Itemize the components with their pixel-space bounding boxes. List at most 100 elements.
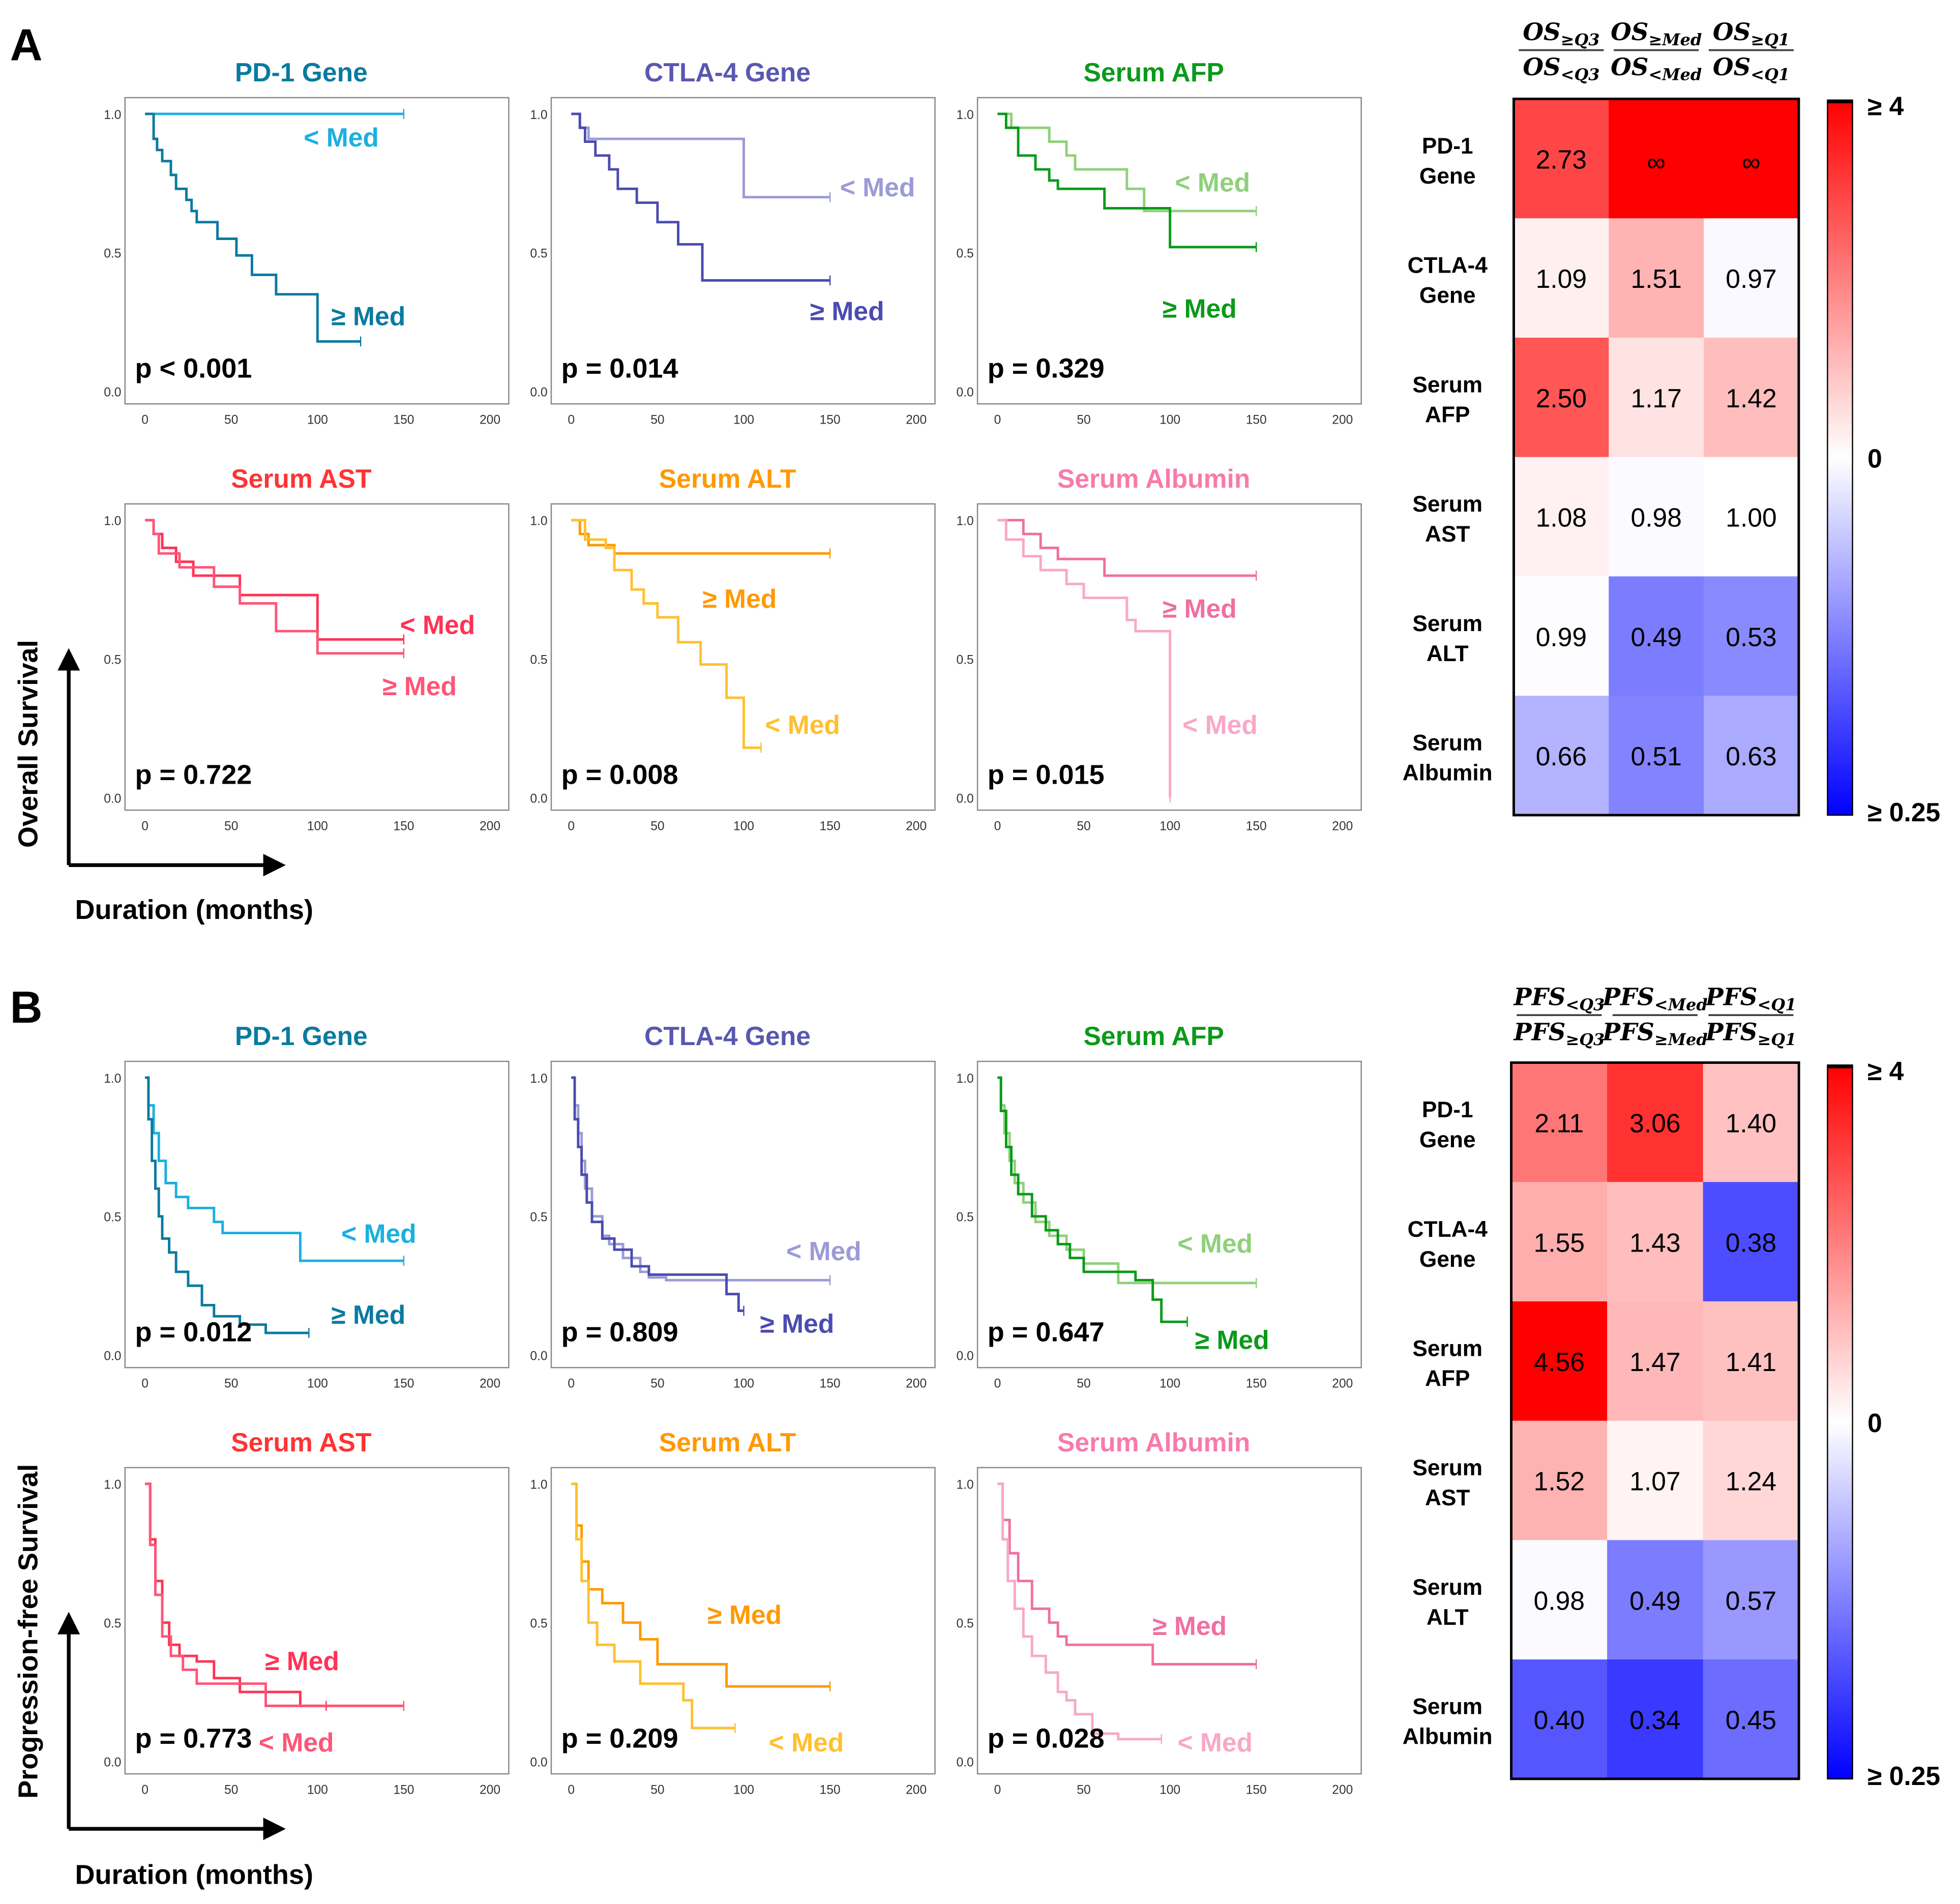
colorbar-mid-label: 0 (1867, 444, 1882, 473)
y-axis-label: Progression-free Survival (13, 1464, 44, 1799)
cell-value: 0.34 (1629, 1705, 1680, 1735)
heatmap-cell (1511, 1301, 1608, 1421)
x-tick-label: 150 (820, 1783, 841, 1797)
header-denominator: PFS≥Med (1601, 1018, 1708, 1049)
header-numerator: PFS<Q3 (1512, 983, 1605, 1014)
series-label: ≥ Med (1163, 294, 1237, 323)
plot-frame (124, 97, 510, 405)
cell-value: 1.24 (1726, 1467, 1776, 1496)
survival-curve (571, 1076, 744, 1312)
row-label-line2: Albumin (1403, 761, 1493, 786)
heatmap-cell (1609, 696, 1705, 816)
y-tick-label: 0.5 (957, 1211, 974, 1225)
x-tick-label: 200 (906, 819, 927, 833)
y-tick-label: 0.0 (957, 792, 974, 806)
x-tick-label: 100 (1160, 1377, 1180, 1391)
heatmap-cell (1607, 1301, 1704, 1421)
heatmap-cell (1513, 218, 1610, 339)
x-tick-label: 50 (1077, 1783, 1090, 1797)
plot-title: CTLA-4 Gene (644, 57, 811, 87)
series-label: ≥ Med (1152, 1611, 1227, 1641)
p-value: p = 0.329 (988, 353, 1105, 384)
cell-value: 4.56 (1534, 1347, 1585, 1377)
header-denominator: PFS≥Q3 (1512, 1018, 1605, 1049)
panel-letter: B (10, 982, 43, 1032)
cell-value: 1.42 (1726, 383, 1776, 413)
x-tick-label: 0 (568, 819, 575, 833)
heatmap-cell (1609, 576, 1705, 697)
survival-curve (571, 1482, 735, 1730)
y-tick-label: 0.5 (104, 1211, 121, 1225)
cell-value: 0.53 (1726, 622, 1776, 651)
x-tick-label: 200 (906, 1783, 927, 1797)
plot-title: Serum AFP (1084, 57, 1224, 87)
row-label-line1: CTLA-4 (1408, 1217, 1488, 1242)
x-tick-label: 100 (733, 819, 754, 833)
cell-value: 0.57 (1726, 1586, 1776, 1615)
row-label-line1: Serum (1412, 1575, 1482, 1600)
heatmap-cell (1704, 218, 1800, 339)
x-tick-label: 0 (141, 413, 149, 427)
row-label-line2: Gene (1419, 1247, 1476, 1272)
x-tick-label: 50 (650, 819, 664, 833)
header-numerator: PFS<Med (1601, 983, 1708, 1014)
x-tick-label: 50 (650, 1377, 664, 1391)
survival-curve (145, 1076, 309, 1334)
heatmap-cell (1511, 1062, 1608, 1183)
header-numerator: OS≥Q3 (1523, 18, 1599, 49)
y-tick-label: 0.5 (104, 653, 121, 667)
colorbar-max-label: ≥ 4 (1867, 1056, 1904, 1086)
x-tick-label: 50 (224, 1783, 238, 1797)
row-label-line2: ALT (1427, 1605, 1469, 1630)
x-tick-label: 200 (1332, 1783, 1353, 1797)
series-label: < Med (840, 172, 915, 202)
plot-title: Serum Albumin (1057, 1427, 1250, 1457)
cell-value: 0.98 (1534, 1586, 1585, 1615)
x-tick-label: 0 (994, 413, 1001, 427)
row-label-line2: Gene (1419, 1127, 1476, 1152)
row-label-line1: PD-1 (1422, 134, 1473, 159)
km-plot-serum-alt: Serum ALT 0 50 100 150 200 0.0 0.5 1.0 ≥ Med < Med… (530, 464, 936, 833)
y-tick-label: 1.0 (957, 1478, 974, 1492)
cell-value: 1.43 (1629, 1228, 1680, 1257)
y-tick-label: 0.0 (104, 1756, 121, 1769)
cell-value: 1.00 (1726, 503, 1776, 532)
y-tick-label: 1.0 (104, 1072, 121, 1086)
km-plot-serum-alt: Serum ALT 0 50 100 150 200 0.0 0.5 1.0 ≥ Med < Med… (530, 1427, 936, 1797)
heatmap-cell (1511, 1182, 1608, 1302)
heatmap-cell (1703, 1540, 1800, 1660)
x-tick-label: 100 (307, 1783, 328, 1797)
heatmap-cell (1511, 1659, 1608, 1780)
y-tick-label: 1.0 (104, 515, 121, 528)
row-label-line1: Serum (1412, 1336, 1482, 1361)
x-tick-label: 150 (393, 1783, 414, 1797)
p-value: p = 0.209 (561, 1723, 678, 1753)
x-tick-label: 100 (307, 1377, 328, 1391)
heatmap-cell (1607, 1062, 1704, 1183)
series-label: ≥ Med (810, 296, 884, 326)
header-numerator: OS≥Med (1611, 18, 1702, 49)
heatmap-cell (1704, 99, 1800, 219)
survival-curve (145, 112, 361, 343)
cell-value: 1.52 (1534, 1467, 1585, 1496)
plot-frame (976, 97, 1362, 405)
x-tick-label: 50 (1077, 1377, 1090, 1391)
y-tick-label: 0.5 (104, 1617, 121, 1630)
km-plot-ctla-4-gene: CTLA-4 Gene 0 50 100 150 200 0.0 0.5 1.0 < Med ≥ M… (530, 1021, 936, 1391)
numerator-main: OS (1713, 18, 1750, 46)
y-tick-label: 0.0 (957, 1756, 974, 1769)
x-tick-label: 200 (480, 413, 500, 427)
series-label: ≥ Med (331, 1300, 405, 1329)
cell-value: 1.07 (1629, 1467, 1680, 1496)
heatmap-border (1512, 98, 1800, 817)
x-tick-label: 100 (1160, 819, 1180, 833)
km-plot-serum-ast: Serum AST 0 50 100 150 200 0.0 0.5 1.0 ≥ Med < Med… (104, 1427, 510, 1797)
row-label-line2: AFP (1425, 1366, 1470, 1391)
survival-curve (571, 519, 761, 749)
p-value: p < 0.001 (135, 353, 252, 384)
numerator-main: PFS (1601, 983, 1654, 1011)
plot-title: Serum ALT (659, 464, 796, 493)
cell-value: 1.08 (1536, 503, 1587, 532)
x-tick-label: 100 (733, 1377, 754, 1391)
